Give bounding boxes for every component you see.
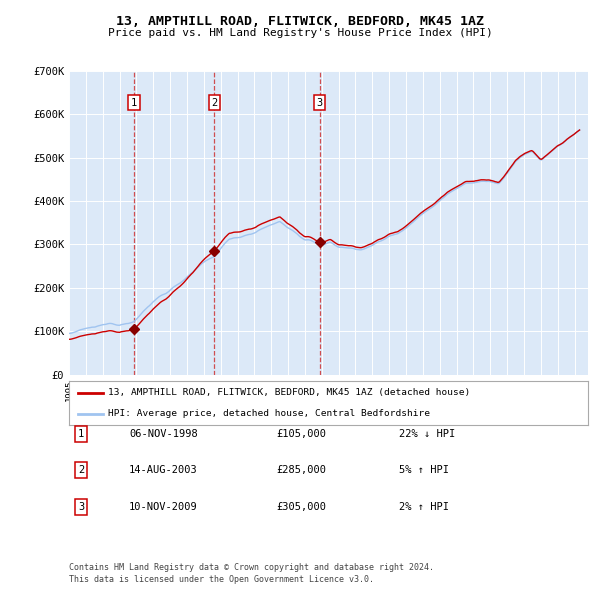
Text: £285,000: £285,000 <box>276 466 326 475</box>
Text: 5% ↑ HPI: 5% ↑ HPI <box>399 466 449 475</box>
Text: 3: 3 <box>316 98 323 108</box>
Text: 2% ↑ HPI: 2% ↑ HPI <box>399 502 449 512</box>
Text: £305,000: £305,000 <box>276 502 326 512</box>
Text: This data is licensed under the Open Government Licence v3.0.: This data is licensed under the Open Gov… <box>69 575 374 584</box>
Text: 06-NOV-1998: 06-NOV-1998 <box>129 429 198 438</box>
Text: Price paid vs. HM Land Registry's House Price Index (HPI): Price paid vs. HM Land Registry's House … <box>107 28 493 38</box>
Text: £105,000: £105,000 <box>276 429 326 438</box>
Text: 14-AUG-2003: 14-AUG-2003 <box>129 466 198 475</box>
Text: 13, AMPTHILL ROAD, FLITWICK, BEDFORD, MK45 1AZ: 13, AMPTHILL ROAD, FLITWICK, BEDFORD, MK… <box>116 15 484 28</box>
Text: 10-NOV-2009: 10-NOV-2009 <box>129 502 198 512</box>
Text: 1: 1 <box>78 429 84 438</box>
Text: Contains HM Land Registry data © Crown copyright and database right 2024.: Contains HM Land Registry data © Crown c… <box>69 563 434 572</box>
Text: 3: 3 <box>78 502 84 512</box>
Text: 1: 1 <box>131 98 137 108</box>
Text: HPI: Average price, detached house, Central Bedfordshire: HPI: Average price, detached house, Cent… <box>108 409 430 418</box>
Text: 13, AMPTHILL ROAD, FLITWICK, BEDFORD, MK45 1AZ (detached house): 13, AMPTHILL ROAD, FLITWICK, BEDFORD, MK… <box>108 388 470 398</box>
Text: 2: 2 <box>211 98 217 108</box>
Text: 2: 2 <box>78 466 84 475</box>
Text: 22% ↓ HPI: 22% ↓ HPI <box>399 429 455 438</box>
